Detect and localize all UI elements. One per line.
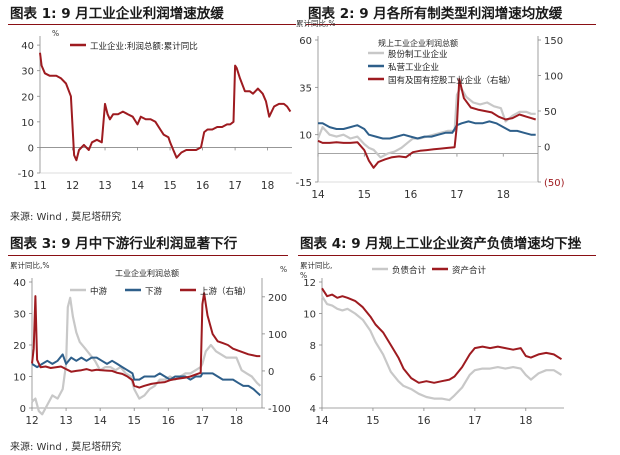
fig2-xtick-label: 17: [450, 189, 463, 201]
fig1-title-rule: [8, 24, 296, 25]
fig1-unit-label: %: [52, 29, 59, 38]
fig1-ytick-label: 20: [21, 92, 34, 103]
fig4-legend-label: 负债合计: [392, 265, 427, 276]
fig3-ytick-label: 0: [20, 404, 26, 415]
fig3-ytick-label: 30: [13, 310, 26, 321]
fig4-unit-label: 累计同比,: [300, 260, 332, 270]
fig3-ytick-right-label: 200: [268, 293, 287, 304]
fig2-xtick-label: 16: [404, 189, 418, 201]
fig3-ytick-label: 10: [13, 373, 26, 384]
fig2-legend-label: 私营工业企业: [388, 62, 439, 73]
fig1-xtick-label: 14: [131, 180, 145, 192]
fig2-xtick-label: 14: [311, 189, 325, 201]
fig1-series-1-line: [39, 52, 292, 162]
fig2-ytick-label: 35: [299, 83, 312, 94]
fig1-xtick-label: 18: [261, 180, 274, 192]
fig4-ytick-label: 4: [310, 404, 316, 415]
fig3-title-rule: [8, 255, 288, 256]
fig4-xtick-label: 15: [366, 415, 379, 427]
fig2-ytick-label: 10: [299, 131, 312, 142]
fig1-ytick-label: 30: [21, 67, 34, 78]
fig1-xtick-label: 11: [33, 180, 46, 192]
fig2-ytick-right-label: (50): [544, 178, 565, 189]
fig4-unit-label: %: [300, 271, 307, 280]
fig3-unit-label: 累计同比,%: [10, 260, 50, 270]
fig2-ytick-right-label: 150: [544, 36, 563, 47]
source-top: 来源: Wind , 莫尼塔研究: [10, 212, 122, 223]
fig3-series-3-line: [31, 292, 261, 389]
fig3-xtick-label: 16: [162, 415, 176, 427]
fig3-ytick-label: 40: [13, 278, 26, 289]
fig3-xtick-label: 12: [25, 415, 38, 427]
fig2-legend-label: 国有及国有控股工业企业（右轴）: [388, 75, 516, 86]
fig2-xtick-label: 15: [358, 189, 371, 201]
fig3-legend-label: 中游: [90, 286, 108, 297]
fig2-xtick-label: 18: [497, 189, 510, 201]
fig2-ytick-right-label: 50: [544, 107, 557, 118]
fig4-xtick-label: 17: [468, 415, 481, 427]
fig4-xtick-label: 18: [519, 415, 532, 427]
fig3-series-1-line: [31, 296, 262, 416]
fig4-ytick-label: 10: [303, 310, 316, 321]
fig4-title-rule: [298, 255, 596, 256]
fig2-series-1-line: [316, 86, 536, 159]
fig1-xtick-label: 16: [196, 180, 210, 192]
fig2-title-rule: [306, 24, 596, 25]
fig3-ytick-right-label: -100: [268, 404, 291, 415]
fig2-legend-label: 股份制工业企业: [388, 49, 448, 60]
fig3-xtick-label: 14: [93, 415, 107, 427]
fig4-xtick-label: 14: [315, 415, 329, 427]
fig2-series-2-line: [318, 120, 536, 140]
fig1-xtick-label: 13: [98, 180, 111, 192]
fig4-ytick-label: 6: [310, 373, 316, 384]
fig3-unit-label-right: %: [280, 265, 287, 274]
fig3-xtick-label: 13: [59, 415, 72, 427]
fig2-ytick-label: 60: [299, 36, 312, 47]
fig2-ytick-right-label: 100: [544, 72, 563, 83]
fig4-legend-label: 资产合计: [452, 265, 487, 276]
fig3-ytick-right-label: 100: [268, 330, 287, 341]
fig3-legend-label: 下游: [145, 286, 163, 297]
fig4-series-1-line: [321, 295, 563, 402]
fig4-series-2-line: [321, 287, 563, 384]
fig2-chart-title: 规上工业企业利润总额: [378, 38, 458, 48]
fig2-series-3-line: [317, 78, 536, 169]
fig1-legend-label: 工业企业:利润总额:累计同比: [90, 41, 198, 52]
source-bottom: 来源: Wind , 莫尼塔研究: [10, 442, 122, 453]
fig4-ytick-label: 12: [303, 278, 316, 289]
fig2-unit-label: 累计同比,%: [296, 18, 336, 28]
fig1-xtick-label: 12: [66, 180, 79, 192]
fig3-xtick-label: 15: [128, 415, 141, 427]
fig3-ytick-label: 20: [13, 341, 26, 352]
fig1-ytick-label: -10: [18, 169, 34, 180]
fig4-title: 图表 4: 9 月规上工业企业资产负债增速均下挫: [300, 236, 582, 252]
fig1-ytick-label: 10: [21, 118, 34, 129]
fig3-chart-title: 工业企业利润总额: [115, 268, 179, 278]
fig4-ytick-label: 8: [310, 341, 316, 352]
fig1-xtick-label: 15: [163, 180, 176, 192]
fig1-xtick-label: 17: [228, 180, 241, 192]
fig3-series-2-line: [31, 353, 261, 397]
fig2-ytick-label: -15: [296, 178, 312, 189]
fig3-xtick-label: 17: [196, 415, 209, 427]
fig3-ytick-right-label: 0: [268, 367, 274, 378]
fig2-ytick-right-label: 0: [544, 143, 550, 154]
fig3-legend-label: 上游（右轴）: [200, 286, 251, 297]
fig1-ytick-label: 0: [28, 143, 34, 154]
fig3-xtick-label: 18: [230, 415, 243, 427]
fig1-ytick-label: 40: [21, 41, 34, 52]
fig4-xtick-label: 16: [417, 415, 431, 427]
fig2-title: 图表 2: 9 月各所有制类型利润增速均放缓: [308, 6, 563, 22]
fig1-title: 图表 1: 9 月工业企业利润增速放缓: [10, 6, 224, 22]
fig3-title: 图表 3: 9 月中下游行业利润显著下行: [10, 236, 238, 252]
